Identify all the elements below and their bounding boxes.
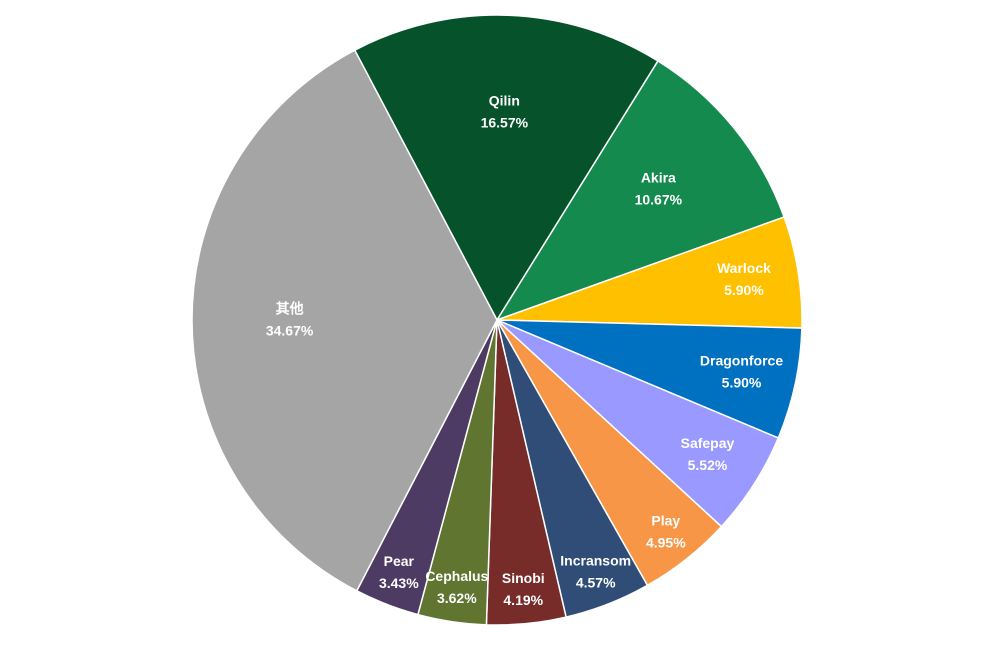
slice-value-label: 10.67%	[635, 191, 683, 207]
pie-slice	[495, 59, 786, 322]
slice-label: Pear	[384, 553, 415, 569]
slice-label: Play	[651, 512, 680, 528]
slice-label: Akira	[641, 169, 676, 185]
slice-label: Incransom	[560, 553, 631, 569]
slice-label: Warlock	[717, 260, 771, 276]
pie-slice	[353, 14, 660, 322]
slice-value-label: 3.43%	[379, 575, 419, 591]
slice-value-label: 5.52%	[688, 457, 728, 473]
slice-value-label: 16.57%	[481, 114, 529, 130]
slice-value-label: 5.90%	[724, 282, 764, 298]
slice-value-label: 4.95%	[646, 534, 686, 550]
slice-label: Dragonforce	[700, 352, 783, 368]
slice-label: Qilin	[489, 92, 520, 108]
slice-value-label: 34.67%	[266, 322, 314, 338]
slice-value-label: 5.90%	[722, 374, 762, 390]
slice-value-label: 4.19%	[503, 592, 543, 608]
slice-label: Sinobi	[502, 570, 545, 586]
slice-value-label: 3.62%	[437, 590, 477, 606]
slice-label: Cephalus	[425, 568, 488, 584]
slice-value-label: 4.57%	[576, 575, 616, 591]
slice-label: 其他	[276, 300, 304, 316]
pie-slice	[191, 49, 498, 592]
slice-label: Safepay	[681, 435, 735, 451]
